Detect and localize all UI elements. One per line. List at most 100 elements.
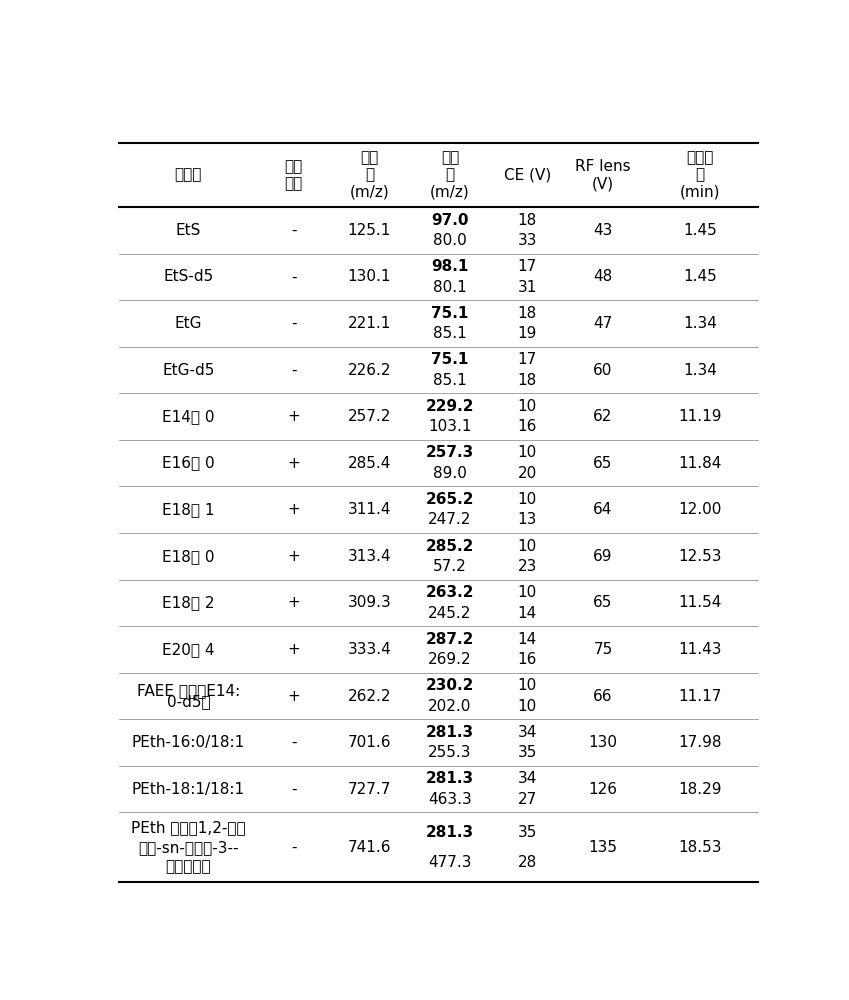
Text: 135: 135 xyxy=(588,840,617,855)
Text: 727.7: 727.7 xyxy=(347,782,391,797)
Text: 10: 10 xyxy=(518,678,537,693)
Text: 34: 34 xyxy=(518,771,537,786)
Text: 1.45: 1.45 xyxy=(683,269,717,284)
Text: 酰基-sn-甘油基-3--: 酰基-sn-甘油基-3-- xyxy=(138,840,239,855)
Text: -: - xyxy=(291,223,296,238)
Text: -: - xyxy=(291,363,296,378)
Text: PEth-18:1/18:1: PEth-18:1/18:1 xyxy=(132,782,245,797)
Text: +: + xyxy=(287,409,300,424)
Text: 130.1: 130.1 xyxy=(347,269,391,284)
Text: 262.2: 262.2 xyxy=(347,689,391,704)
Text: 247.2: 247.2 xyxy=(428,512,471,527)
Text: 701.6: 701.6 xyxy=(347,735,391,750)
Text: 17.98: 17.98 xyxy=(678,735,722,750)
Text: 10: 10 xyxy=(518,445,537,460)
Text: 12.53: 12.53 xyxy=(678,549,722,564)
Text: +: + xyxy=(287,595,300,610)
Text: 60: 60 xyxy=(593,363,613,378)
Text: 10: 10 xyxy=(518,399,537,414)
Text: 33: 33 xyxy=(518,233,537,248)
Text: 14: 14 xyxy=(518,606,537,621)
Text: FAEE 内标（E14:: FAEE 内标（E14: xyxy=(137,683,240,698)
Text: +: + xyxy=(287,502,300,517)
Text: 28: 28 xyxy=(518,855,537,870)
Text: 80.1: 80.1 xyxy=(433,280,467,295)
Text: 35: 35 xyxy=(518,745,537,760)
Text: EtG: EtG xyxy=(175,316,202,331)
Text: E16： 0: E16： 0 xyxy=(162,456,215,471)
Text: EtS-d5: EtS-d5 xyxy=(163,269,213,284)
Text: 80.0: 80.0 xyxy=(433,233,467,248)
Text: 75.1: 75.1 xyxy=(431,352,469,367)
Text: 62: 62 xyxy=(593,409,613,424)
Text: +: + xyxy=(287,642,300,657)
Text: 85.1: 85.1 xyxy=(433,326,467,341)
Text: +: + xyxy=(287,549,300,564)
Text: 741.6: 741.6 xyxy=(347,840,391,855)
Text: 281.3: 281.3 xyxy=(426,771,474,786)
Text: 69: 69 xyxy=(593,549,613,564)
Text: 255.3: 255.3 xyxy=(428,745,472,760)
Text: 47: 47 xyxy=(593,316,612,331)
Text: 89.0: 89.0 xyxy=(433,466,467,481)
Text: 10: 10 xyxy=(518,492,537,507)
Text: 12.00: 12.00 xyxy=(678,502,722,517)
Text: 35: 35 xyxy=(518,825,537,840)
Text: 226.2: 226.2 xyxy=(347,363,391,378)
Text: 34: 34 xyxy=(518,725,537,740)
Text: EtG-d5: EtG-d5 xyxy=(162,363,215,378)
Text: +: + xyxy=(287,456,300,471)
Text: 11.84: 11.84 xyxy=(678,456,722,471)
Text: -: - xyxy=(291,316,296,331)
Text: CE (V): CE (V) xyxy=(503,168,551,183)
Text: -: - xyxy=(291,840,296,855)
Text: E18： 2: E18： 2 xyxy=(162,595,215,610)
Text: 257.2: 257.2 xyxy=(347,409,391,424)
Text: 85.1: 85.1 xyxy=(433,373,467,388)
Text: 285.2: 285.2 xyxy=(425,539,474,554)
Text: 97.0: 97.0 xyxy=(431,213,469,228)
Text: 1.45: 1.45 xyxy=(683,223,717,238)
Text: 265.2: 265.2 xyxy=(425,492,475,507)
Text: PEth 内标（1,2-二油: PEth 内标（1,2-二油 xyxy=(131,820,245,835)
Text: -: - xyxy=(291,735,296,750)
Text: 98.1: 98.1 xyxy=(431,259,469,274)
Text: 75: 75 xyxy=(593,642,612,657)
Text: 65: 65 xyxy=(593,456,613,471)
Text: 269.2: 269.2 xyxy=(428,652,472,667)
Text: 75.1: 75.1 xyxy=(431,306,469,321)
Text: 287.2: 287.2 xyxy=(425,632,474,647)
Text: 目标物: 目标物 xyxy=(175,168,202,183)
Text: 43: 43 xyxy=(593,223,613,238)
Text: 263.2: 263.2 xyxy=(425,585,475,600)
Text: 11.43: 11.43 xyxy=(678,642,722,657)
Text: 磷酸丙醇）: 磷酸丙醇） xyxy=(166,859,211,874)
Text: 18.53: 18.53 xyxy=(678,840,722,855)
Text: 11.17: 11.17 xyxy=(678,689,722,704)
Text: 子离
子
(m/z): 子离 子 (m/z) xyxy=(430,150,469,200)
Text: 66: 66 xyxy=(593,689,613,704)
Text: 16: 16 xyxy=(518,652,537,667)
Text: 230.2: 230.2 xyxy=(425,678,474,693)
Text: 17: 17 xyxy=(518,259,537,274)
Text: 202.0: 202.0 xyxy=(428,699,471,714)
Text: E18： 0: E18： 0 xyxy=(162,549,215,564)
Text: 10: 10 xyxy=(518,699,537,714)
Text: 126: 126 xyxy=(588,782,617,797)
Text: 18: 18 xyxy=(518,306,537,321)
Text: RF lens
(V): RF lens (V) xyxy=(575,159,631,191)
Text: 221.1: 221.1 xyxy=(347,316,391,331)
Text: 14: 14 xyxy=(518,632,537,647)
Text: 16: 16 xyxy=(518,419,537,434)
Text: 1.34: 1.34 xyxy=(683,363,717,378)
Text: 23: 23 xyxy=(518,559,537,574)
Text: -: - xyxy=(291,782,296,797)
Text: 17: 17 xyxy=(518,352,537,367)
Text: E20： 4: E20： 4 xyxy=(162,642,215,657)
Text: 保留时
间
(min): 保留时 间 (min) xyxy=(680,150,720,200)
Text: 20: 20 xyxy=(518,466,537,481)
Text: 48: 48 xyxy=(593,269,612,284)
Text: 10: 10 xyxy=(518,539,537,554)
Text: E18： 1: E18： 1 xyxy=(162,502,215,517)
Text: 27: 27 xyxy=(518,792,537,807)
